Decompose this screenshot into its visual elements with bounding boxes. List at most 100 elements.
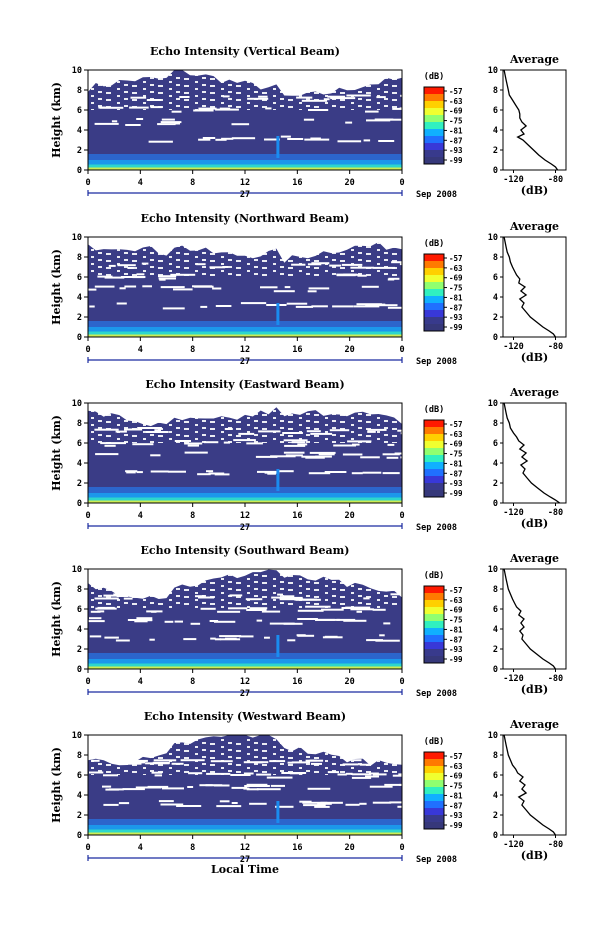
colorbar-swatch bbox=[424, 427, 444, 435]
echo-gap bbox=[399, 263, 410, 266]
echo-gap bbox=[387, 306, 410, 309]
profile-line bbox=[503, 568, 557, 670]
profile-y-tick-label: 8 bbox=[493, 585, 498, 595]
echo-gap bbox=[134, 620, 148, 623]
heatmap bbox=[87, 69, 425, 171]
date-label: Sep 2008 bbox=[416, 855, 457, 865]
boundary-layer-echo bbox=[88, 663, 402, 669]
echo-gap bbox=[369, 785, 393, 788]
colorbar-swatch bbox=[424, 434, 444, 442]
day-label: 27 bbox=[240, 523, 250, 533]
date-label: Sep 2008 bbox=[416, 523, 457, 533]
colorbar: (dB) -57-63-69-75-81-87-93-99 bbox=[423, 72, 463, 165]
echo-gap bbox=[384, 783, 410, 786]
echo-gap bbox=[158, 277, 176, 280]
echo-gap bbox=[202, 137, 216, 139]
echo-gap bbox=[94, 122, 119, 125]
echo-gap bbox=[279, 596, 303, 599]
x-tick-label: 16 bbox=[292, 843, 302, 853]
echo-gap bbox=[213, 784, 230, 787]
echo-gap bbox=[382, 453, 400, 456]
echo-gap bbox=[97, 606, 115, 609]
profile-y-tick-label: 4 bbox=[493, 459, 498, 469]
echo-gap bbox=[103, 594, 128, 597]
colorbar-unit: (dB) bbox=[424, 239, 444, 249]
y-tick-label: 4 bbox=[77, 625, 82, 635]
colorbar-swatch bbox=[424, 324, 444, 332]
colorbar-tick-label: -75 bbox=[449, 284, 463, 293]
y-tick-label: 0 bbox=[77, 665, 82, 675]
echo-gap bbox=[347, 440, 372, 443]
x-tick-label: 0 bbox=[399, 345, 404, 355]
echo-gap bbox=[187, 444, 199, 447]
echo-gap bbox=[324, 471, 347, 473]
x-tick-label: 0 bbox=[399, 677, 404, 687]
echo-gap bbox=[119, 287, 126, 290]
echo-gap bbox=[277, 593, 283, 596]
echo-gap bbox=[287, 761, 294, 764]
x-tick-label: 12 bbox=[240, 843, 250, 853]
echo-gap bbox=[244, 785, 270, 787]
echo-gap bbox=[184, 451, 208, 454]
y-tick-label: 6 bbox=[77, 605, 82, 615]
echo-gap bbox=[376, 96, 386, 99]
echo-gap bbox=[100, 442, 126, 445]
echo-gap bbox=[315, 618, 340, 621]
echo-gap bbox=[231, 123, 250, 126]
colorbar-swatch bbox=[424, 656, 444, 664]
echo-gap bbox=[307, 290, 317, 293]
echo-gap bbox=[151, 610, 157, 613]
echo-gap bbox=[304, 138, 330, 141]
x-tick-label: 8 bbox=[190, 843, 195, 853]
echo-gap bbox=[231, 786, 248, 789]
echo-gap bbox=[378, 140, 395, 142]
echo-gap bbox=[204, 441, 219, 444]
echo-gap bbox=[158, 275, 177, 278]
colorbar-swatch bbox=[424, 87, 444, 95]
echo-gap bbox=[365, 110, 379, 113]
echo-gap bbox=[200, 305, 208, 308]
echo-gap bbox=[198, 107, 217, 110]
echo-gap bbox=[398, 773, 417, 776]
echo-gap bbox=[123, 597, 133, 600]
echo-gap bbox=[215, 138, 227, 141]
echo-gap bbox=[225, 637, 237, 640]
profile-title: Average bbox=[509, 552, 559, 565]
colorbar-swatch bbox=[424, 101, 444, 109]
echo-gap bbox=[295, 598, 321, 601]
colorbar-swatch bbox=[424, 94, 444, 102]
echo-gap bbox=[295, 432, 303, 434]
boundary-layer-echo bbox=[88, 666, 402, 669]
panel-2: Echo Intensity (Northward Beam) 0 2 4 6 8 10 He… bbox=[50, 212, 567, 367]
echo-gap bbox=[257, 470, 278, 473]
colorbar-swatch bbox=[424, 296, 444, 304]
x-axis: 0 4 8 12 16 20 0 27 Sep 2008 bbox=[85, 669, 457, 699]
echo-gap bbox=[267, 472, 276, 475]
echo-gap bbox=[174, 122, 180, 125]
x-tick-label: 8 bbox=[190, 677, 195, 687]
echo-gap bbox=[212, 287, 222, 290]
average-profile: Average 0 2 4 6 8 10 -120 -80(dB) bbox=[488, 53, 567, 197]
echo-gap bbox=[310, 137, 321, 140]
echo-gap bbox=[375, 304, 398, 307]
colorbar-tick-label: -57 bbox=[449, 254, 463, 263]
profile-y-tick-label: 2 bbox=[493, 146, 498, 156]
echo-gap bbox=[142, 285, 152, 288]
echo-gap bbox=[291, 263, 306, 266]
profile-title: Average bbox=[509, 718, 559, 731]
profile-y-tick-label: 2 bbox=[493, 479, 498, 489]
x-tick-label: 0 bbox=[399, 843, 404, 853]
echo-gap bbox=[310, 432, 333, 435]
echo-gap bbox=[174, 440, 191, 442]
echo-gap bbox=[308, 472, 331, 475]
echo-gap bbox=[246, 442, 263, 445]
profile-x-label: (dB) bbox=[521, 683, 548, 696]
echo-gap bbox=[115, 430, 127, 433]
profile-x-label: (dB) bbox=[521, 849, 548, 862]
colorbar-tick-label: -87 bbox=[449, 635, 463, 644]
day-label: 27 bbox=[240, 689, 250, 699]
profile-frame bbox=[502, 402, 567, 504]
echo-gap bbox=[333, 444, 356, 447]
echo-gap bbox=[307, 263, 322, 266]
echo-gap bbox=[260, 286, 278, 289]
